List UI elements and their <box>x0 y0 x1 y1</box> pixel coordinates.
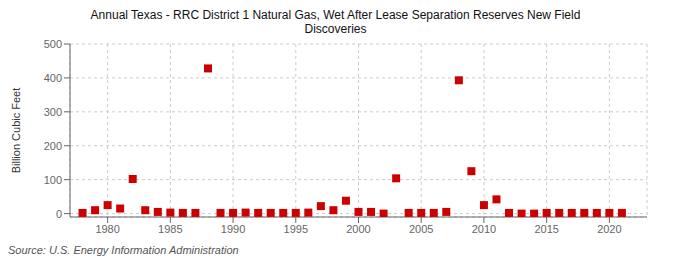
svg-text:1980: 1980 <box>95 223 119 235</box>
svg-text:200: 200 <box>44 140 62 152</box>
svg-text:Billion Cubic Feet: Billion Cubic Feet <box>10 88 22 174</box>
svg-text:2010: 2010 <box>472 223 496 235</box>
svg-text:2005: 2005 <box>409 223 433 235</box>
html-text:Discoveries: Discoveries <box>304 22 367 36</box>
svg-text:400: 400 <box>44 72 62 84</box>
svg-text:2015: 2015 <box>534 223 558 235</box>
svg-text:2020: 2020 <box>597 223 621 235</box>
html-text:Annual Texas - RRC District 1: Annual Texas - RRC District 1 Natural Ga… <box>90 8 581 22</box>
svg-text:100: 100 <box>44 174 62 186</box>
svg-text:500: 500 <box>44 38 62 50</box>
svg-text:300: 300 <box>44 106 62 118</box>
html-text:Source: U.S. Energy Informatio: Source: U.S. Energy Information Administ… <box>8 244 239 256</box>
svg-text:0: 0 <box>56 208 62 220</box>
svg-text:2000: 2000 <box>346 223 370 235</box>
svg-text:1985: 1985 <box>158 223 182 235</box>
svg-text:1990: 1990 <box>221 223 245 235</box>
svg-text:1995: 1995 <box>284 223 308 235</box>
